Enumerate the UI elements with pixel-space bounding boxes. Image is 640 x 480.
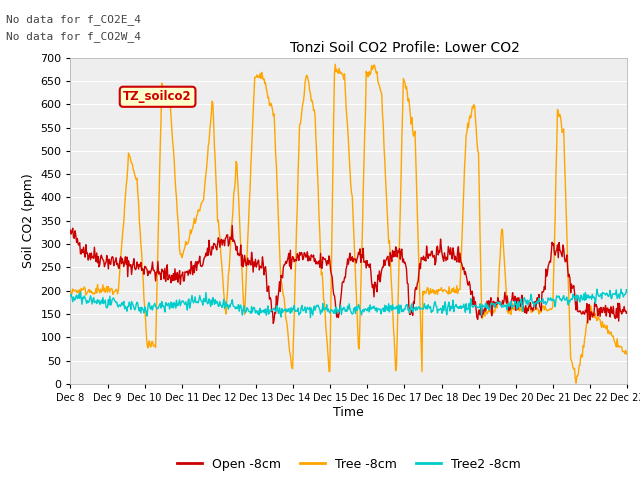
Y-axis label: Soil CO2 (ppm): Soil CO2 (ppm) <box>22 173 35 268</box>
Title: Tonzi Soil CO2 Profile: Lower CO2: Tonzi Soil CO2 Profile: Lower CO2 <box>289 41 520 55</box>
Text: TZ_soilco2: TZ_soilco2 <box>124 90 192 103</box>
X-axis label: Time: Time <box>333 406 364 419</box>
Text: No data for f_CO2E_4: No data for f_CO2E_4 <box>6 14 141 25</box>
Text: No data for f_CO2W_4: No data for f_CO2W_4 <box>6 31 141 42</box>
Legend: Open -8cm, Tree -8cm, Tree2 -8cm: Open -8cm, Tree -8cm, Tree2 -8cm <box>172 453 525 476</box>
